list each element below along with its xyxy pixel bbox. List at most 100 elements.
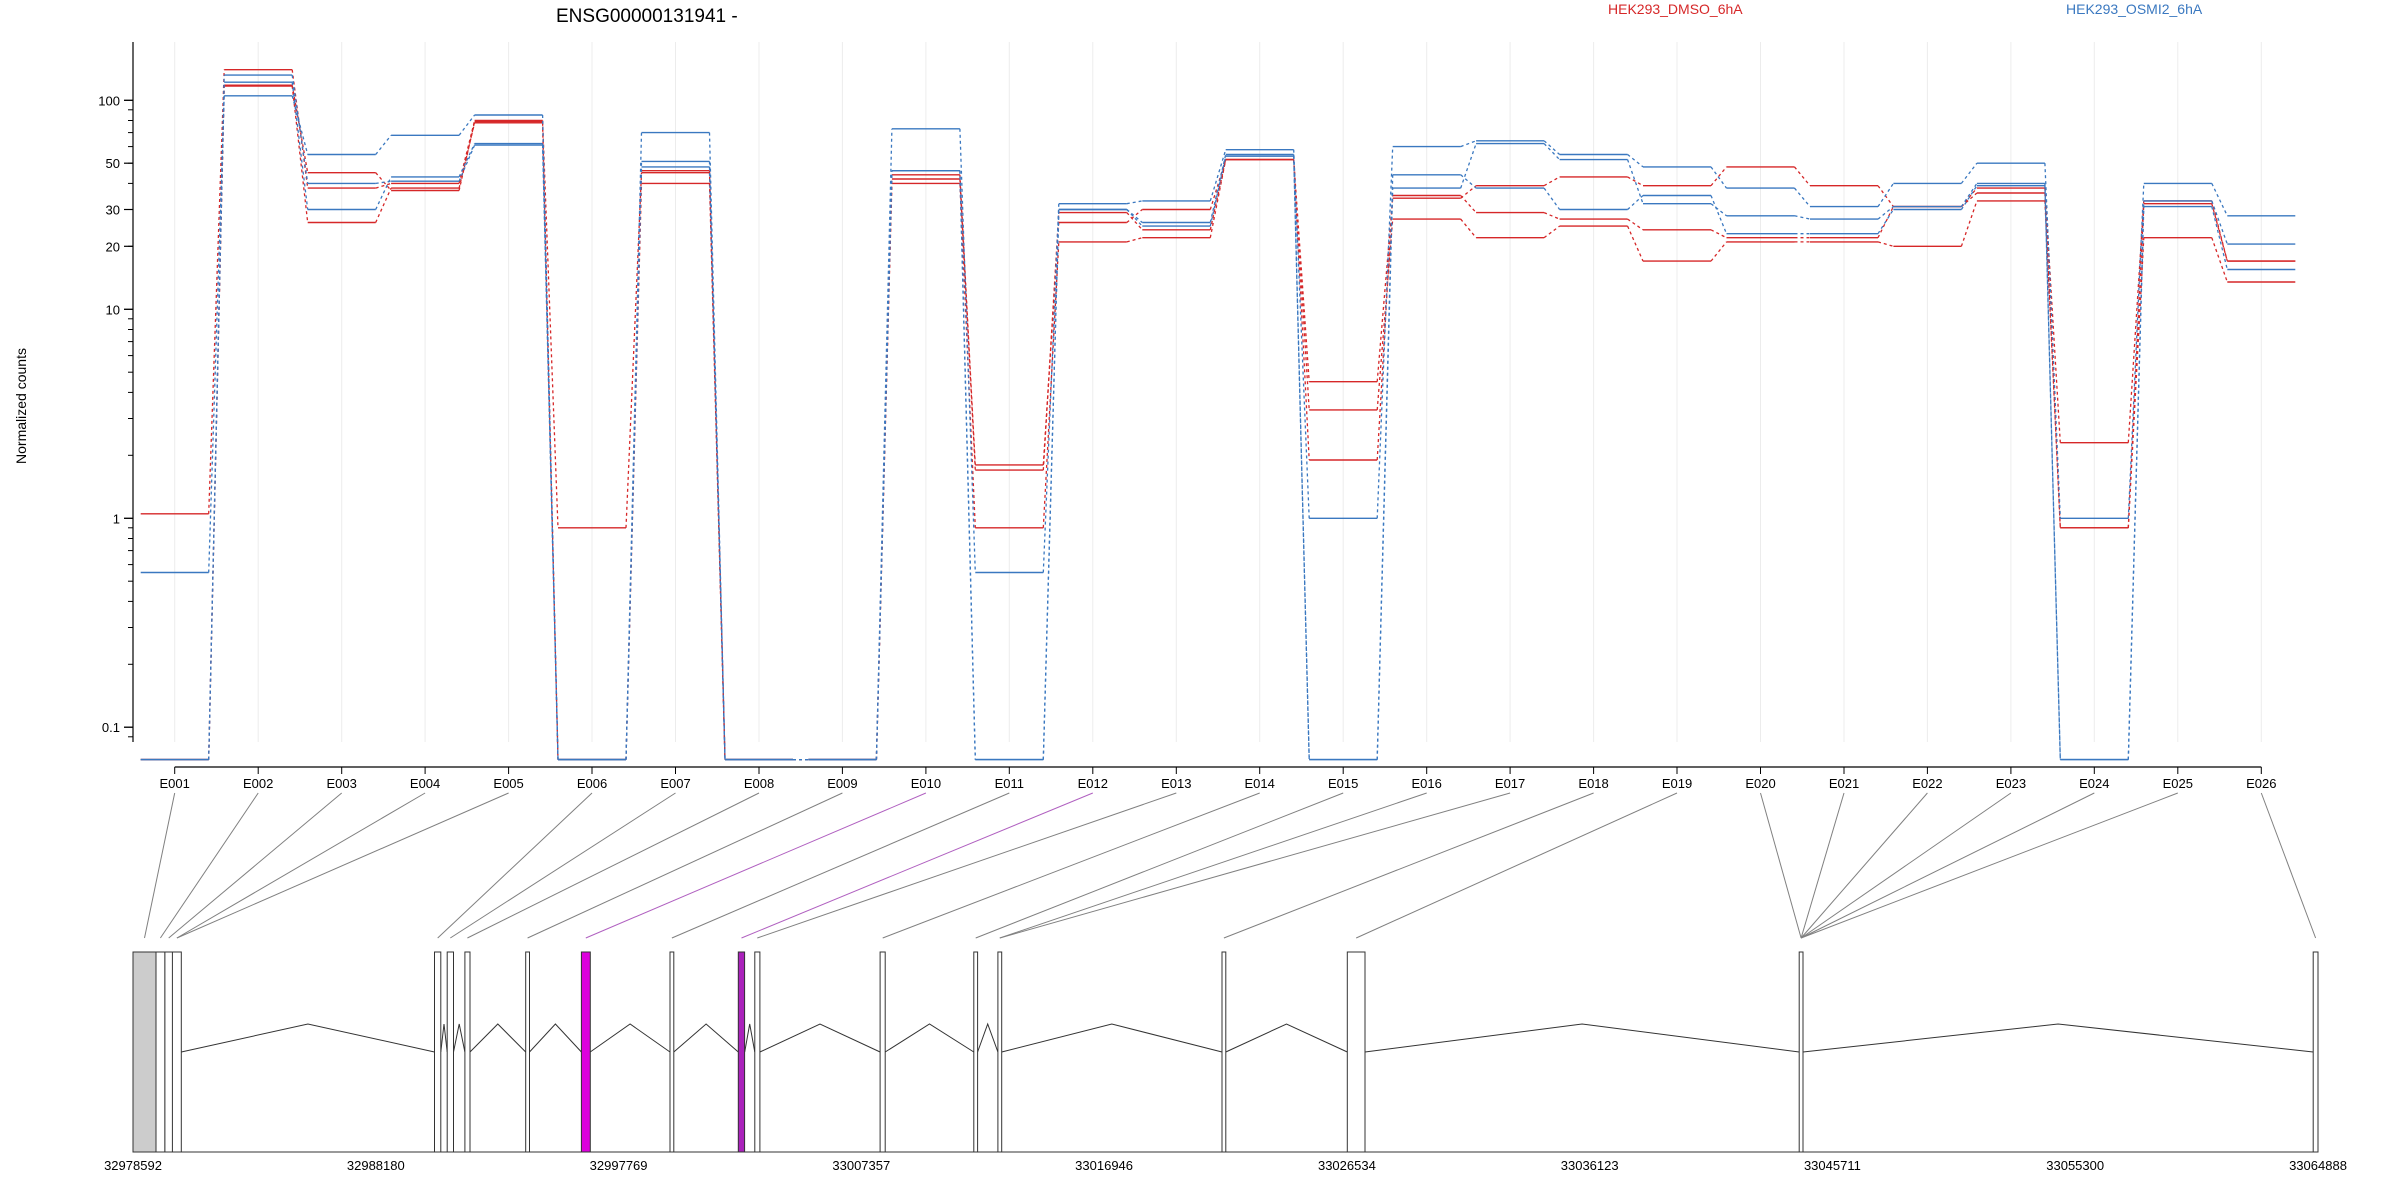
- data-connector: [458, 143, 476, 178]
- data-connector: [1627, 195, 1644, 210]
- exon-box: [1798, 951, 1804, 1153]
- data-connector: [2127, 183, 2145, 519]
- exon-box: [754, 951, 761, 1153]
- series-lines: [140, 68, 2296, 761]
- y-tick-label: 30: [106, 203, 120, 218]
- chart-title: ENSG00000131941 -: [556, 6, 738, 27]
- data-connector: [1627, 176, 1644, 187]
- exon-connector: [144, 792, 176, 939]
- exon-connector: [176, 792, 426, 939]
- data-connector: [2044, 192, 2061, 528]
- data-connector: [1794, 215, 1811, 220]
- data-connector: [1376, 195, 1394, 461]
- data-connector: [1543, 212, 1560, 220]
- data-connector: [541, 120, 559, 528]
- exon-box: [669, 951, 675, 1153]
- data-connector: [1627, 153, 1644, 168]
- exon-connector: [527, 792, 843, 939]
- data-connector: [458, 120, 476, 184]
- x-tick-label: E017: [1495, 776, 1525, 791]
- genomic-coordinate-label: 33036123: [1561, 1158, 1619, 1173]
- data-connector: [1710, 229, 1727, 239]
- exon-connector: [671, 792, 1010, 939]
- data-connector: [1460, 143, 1477, 189]
- exon-box: [155, 951, 166, 1153]
- data-connector: [1710, 195, 1728, 234]
- data-connector: [2044, 188, 2061, 443]
- data-connector: [2044, 163, 2061, 519]
- data-connector: [1126, 212, 1143, 231]
- intron-line: [759, 1023, 881, 1053]
- data-connector: [1126, 209, 1143, 223]
- genomic-coordinate-label: 33055300: [2046, 1158, 2104, 1173]
- data-connector: [1042, 212, 1060, 471]
- exon-box: [2312, 951, 2319, 1153]
- data-connector: [1794, 187, 1811, 208]
- exon-box: [446, 951, 455, 1153]
- y-tick-label: 0.1: [102, 720, 120, 735]
- x-tick-label: E010: [911, 776, 941, 791]
- x-tick-label: E007: [660, 776, 690, 791]
- x-tick-label: E008: [744, 776, 774, 791]
- data-connector: [1543, 143, 1561, 161]
- data-connector: [1960, 162, 1978, 184]
- y-tick-label: 100: [98, 93, 120, 108]
- data-connector: [375, 176, 392, 210]
- data-connector: [1627, 225, 1644, 262]
- exon-connector: [741, 792, 1093, 939]
- x-axis: E001 E002 E003 E004 E005 E006 E007 E008 E009 E010…: [160, 766, 2276, 791]
- x-tick-label: E009: [827, 776, 857, 791]
- data-connector: [959, 183, 976, 528]
- exon-connector: [1800, 792, 2012, 939]
- data-connector: [291, 75, 309, 184]
- exon-box: [737, 951, 746, 1153]
- data-connector: [708, 166, 726, 760]
- genomic-coordinate-label: 33007357: [832, 1158, 890, 1173]
- x-tick-label: E022: [1912, 776, 1942, 791]
- data-connector: [959, 178, 976, 471]
- data-connector: [1543, 176, 1560, 187]
- data-connector: [291, 85, 309, 223]
- data-connector: [1293, 156, 1310, 760]
- exon-connector: [1760, 792, 1802, 939]
- intron-line: [1001, 1023, 1223, 1053]
- exon-connector: [999, 792, 1427, 939]
- y-tick-label: 20: [106, 239, 120, 254]
- x-tick-label: E020: [1745, 776, 1775, 791]
- data-connector: [1460, 218, 1477, 239]
- data-connector: [625, 172, 643, 528]
- data-connector: [1126, 200, 1143, 205]
- data-connector: [1126, 237, 1143, 243]
- intron-line: [1802, 1023, 2314, 1053]
- data-connector: [458, 122, 476, 189]
- intron-line: [744, 1023, 756, 1053]
- x-tick-label: E016: [1412, 776, 1442, 791]
- intron-line: [1364, 1023, 1800, 1053]
- x-tick-label: E019: [1662, 776, 1692, 791]
- data-connector: [2211, 237, 2228, 283]
- data-connector: [1460, 185, 1477, 199]
- intron-line: [1225, 1023, 1348, 1053]
- data-connector: [1627, 218, 1644, 231]
- exon-connector: [1355, 792, 1678, 939]
- data-connector: [1376, 146, 1394, 519]
- intron-line: [884, 1023, 975, 1053]
- genomic-axis: 32978592 32988180 32997769 33007357 33016946…: [104, 1151, 2347, 1173]
- exon-box: [525, 951, 531, 1153]
- data-connector: [375, 172, 392, 191]
- data-connector: [1460, 140, 1477, 148]
- exon-box: [580, 951, 591, 1153]
- data-connector: [2211, 200, 2228, 262]
- series-line-1: [140, 68, 2296, 761]
- exon-connector: [176, 792, 509, 939]
- data-connector: [458, 144, 476, 182]
- y-tick-label: 50: [106, 156, 120, 171]
- exon-connector: [585, 792, 927, 939]
- intron-line: [589, 1023, 671, 1053]
- x-tick-label: E005: [493, 776, 523, 791]
- exon-box: [434, 951, 442, 1153]
- exon-connector: [1800, 792, 2178, 939]
- series-line-6: [140, 74, 2296, 761]
